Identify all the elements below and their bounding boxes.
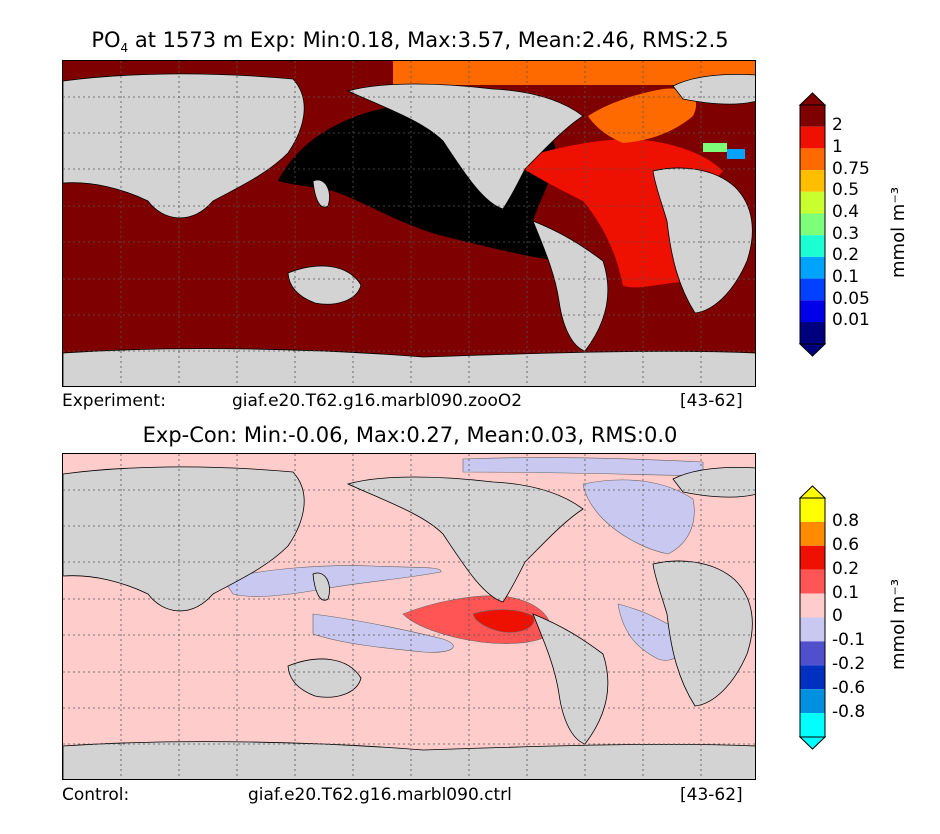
top-cbar-swatch-7 <box>800 256 825 279</box>
top-map <box>63 61 755 386</box>
bottom-colorbar-svg <box>798 485 827 750</box>
bottom-land <box>63 466 755 779</box>
bottom-cbar-swatch-9 <box>800 713 825 737</box>
bottom-colorbar <box>798 485 827 750</box>
bottom-caption-left: Control: <box>62 785 130 805</box>
bottom-caption-right: [43-62] <box>680 785 743 805</box>
bottom-cbar-tick-6: -0.2 <box>832 654 866 674</box>
bottom-map <box>63 454 755 779</box>
top-cbar-swatch-3 <box>800 170 825 192</box>
top-map-panel[interactable] <box>62 60 756 387</box>
bottom-cbar-tick-7: -0.6 <box>832 678 866 698</box>
top-cbar-tick-6: 0.2 <box>832 245 860 265</box>
top-cbar-swatch-0 <box>800 105 825 127</box>
top-cbar-tick-9: 0.01 <box>832 310 870 330</box>
bottom-map-title: Exp-Con: Min:-0.06, Max:0.27, Mean:0.03,… <box>142 423 678 447</box>
bottom-cbar-tick-1: 0.6 <box>832 535 860 555</box>
top-colorbar-svg <box>798 92 827 357</box>
top-cbar-tick-8: 0.05 <box>832 289 870 309</box>
bottom-cbar-swatch-7 <box>800 665 825 690</box>
bottom-cbar-swatch-8 <box>800 689 825 714</box>
top-cbar-swatch-5 <box>800 213 825 236</box>
top-colorbar-min-arrow <box>798 343 827 357</box>
bottom-cbar-swatch-5 <box>800 617 825 642</box>
bottom-colorbar-max-arrow <box>798 485 827 499</box>
top-land <box>63 73 755 386</box>
bottom-cbar-swatch-0 <box>800 498 825 522</box>
negative-region-north-atlantic <box>582 479 695 555</box>
bottom-cbar-swatch-1 <box>800 521 825 546</box>
top-caption-left: Experiment: <box>62 391 166 411</box>
bottom-cbar-tick-5: -0.1 <box>832 630 866 650</box>
top-cbar-swatch-6 <box>800 235 825 257</box>
bottom-colorbar-min-arrow <box>798 736 827 750</box>
top-cbar-swatch-9 <box>800 300 825 322</box>
top-cbar-tick-1: 1 <box>832 137 843 157</box>
mediterranean-green <box>703 143 727 152</box>
north-atlantic-orange <box>588 88 697 143</box>
top-cbar-tick-4: 0.4 <box>832 202 860 222</box>
top-map-title: PO4 at 1573 m Exp: Min:0.18, Max:3.57, M… <box>0 28 820 55</box>
bottom-caption-center: giaf.e20.T62.g16.marbl090.ctrl <box>248 785 512 805</box>
negative-region-pacific-north <box>222 565 442 597</box>
top-title-subscript: 4 <box>120 41 129 56</box>
bottom-colorbar-unit: mmol m⁻³ <box>888 578 909 670</box>
bottom-cbar-tick-0: 0.8 <box>832 511 860 531</box>
top-cbar-tick-0: 2 <box>832 115 843 135</box>
bottom-cbar-swatch-6 <box>800 641 825 666</box>
bottom-map-panel[interactable] <box>62 453 756 780</box>
top-colorbar <box>798 92 827 357</box>
bottom-cbar-swatch-4 <box>800 593 825 618</box>
top-cbar-tick-5: 0.3 <box>832 224 860 244</box>
top-cbar-swatch-8 <box>800 278 825 301</box>
top-caption-right: [43-62] <box>680 391 743 411</box>
top-colorbar-unit: mmol m⁻³ <box>888 186 909 278</box>
top-cbar-swatch-1 <box>800 126 825 149</box>
top-cbar-tick-7: 0.1 <box>832 267 860 287</box>
bottom-cbar-swatch-2 <box>800 545 825 570</box>
top-colorbar-max-arrow <box>798 92 827 106</box>
top-cbar-swatch-4 <box>800 191 825 214</box>
mediterranean-blue <box>727 149 745 159</box>
top-cbar-swatch-2 <box>800 148 825 171</box>
bottom-cbar-swatch-3 <box>800 569 825 594</box>
top-grid <box>63 61 755 386</box>
top-caption-center: giaf.e20.T62.g16.marbl090.zooO2 <box>232 391 523 411</box>
top-cbar-tick-3: 0.5 <box>832 180 860 200</box>
top-title-rest: at 1573 m Exp: Min:0.18, Max:3.57, Mean:… <box>128 28 729 52</box>
top-title-prefix: PO <box>91 28 121 52</box>
bottom-grid <box>63 454 755 779</box>
negative-region-pacific-south <box>312 613 454 653</box>
top-cbar-tick-2: 0.75 <box>832 159 870 179</box>
bottom-cbar-tick-2: 0.2 <box>832 559 860 579</box>
bottom-cbar-tick-8: -0.8 <box>832 702 866 722</box>
top-cbar-swatch-10 <box>800 322 825 344</box>
bottom-cbar-tick-3: 0.1 <box>832 583 860 603</box>
bottom-cbar-tick-4: 0 <box>832 606 843 626</box>
strong-positive-region-eastern-pacific <box>472 609 535 633</box>
